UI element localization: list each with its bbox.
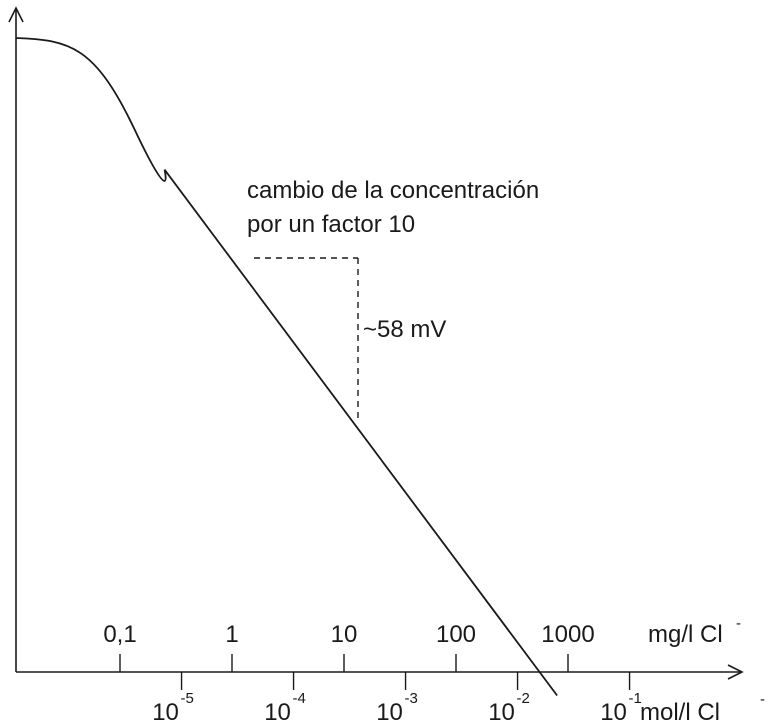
tick-label-mol-base: 10	[264, 699, 291, 722]
tick-label-mol-base: 10	[152, 699, 179, 722]
response-curve	[15, 37, 558, 697]
curve-layer	[15, 37, 558, 697]
x-unit-top-sup: -	[736, 615, 741, 632]
tick-label-mol-exponent: -3	[405, 690, 418, 707]
tick-label-mol: 10	[600, 699, 627, 722]
y-axis-arrow	[8, 6, 24, 23]
tick-label-mol-exponent: -2	[517, 690, 530, 707]
tick-label-mol: 10	[376, 699, 403, 722]
tick-label-mol-exponent: -1	[629, 690, 642, 707]
tick-label-mg: 0,1	[103, 621, 136, 648]
x-unit-bottom-sup: -	[760, 691, 765, 708]
tick-label-mol-base: 10	[488, 699, 515, 722]
tick-label-mol-exponent: -4	[293, 690, 306, 707]
tick-label-mol: 10	[488, 699, 515, 722]
tick-label-mol: 10	[152, 699, 179, 722]
tick-label-mol-exponent: -5	[181, 690, 194, 707]
tick-label-mg: 1000	[541, 621, 594, 648]
tick-label-mg: 10	[331, 621, 358, 648]
x-unit-top: mg/l Cl	[648, 621, 723, 648]
tick-label-mol-base: 10	[600, 699, 627, 722]
annotation-text-line2: por un factor 10	[247, 211, 415, 238]
axes	[8, 6, 744, 680]
tick-label-mg: 1	[225, 621, 238, 648]
annotation-delta-label: ~58 mV	[363, 316, 446, 343]
annotation-layer: cambio de la concentración por un factor …	[247, 177, 539, 422]
x-unit-bottom: mol/l Cl	[640, 699, 720, 722]
tick-label-mol-base: 10	[376, 699, 403, 722]
x-axis-arrow	[727, 664, 744, 680]
tick-label-mol: 10	[264, 699, 291, 722]
annotation-text-line1: cambio de la concentración	[247, 177, 539, 204]
tick-label-mg: 100	[436, 621, 476, 648]
